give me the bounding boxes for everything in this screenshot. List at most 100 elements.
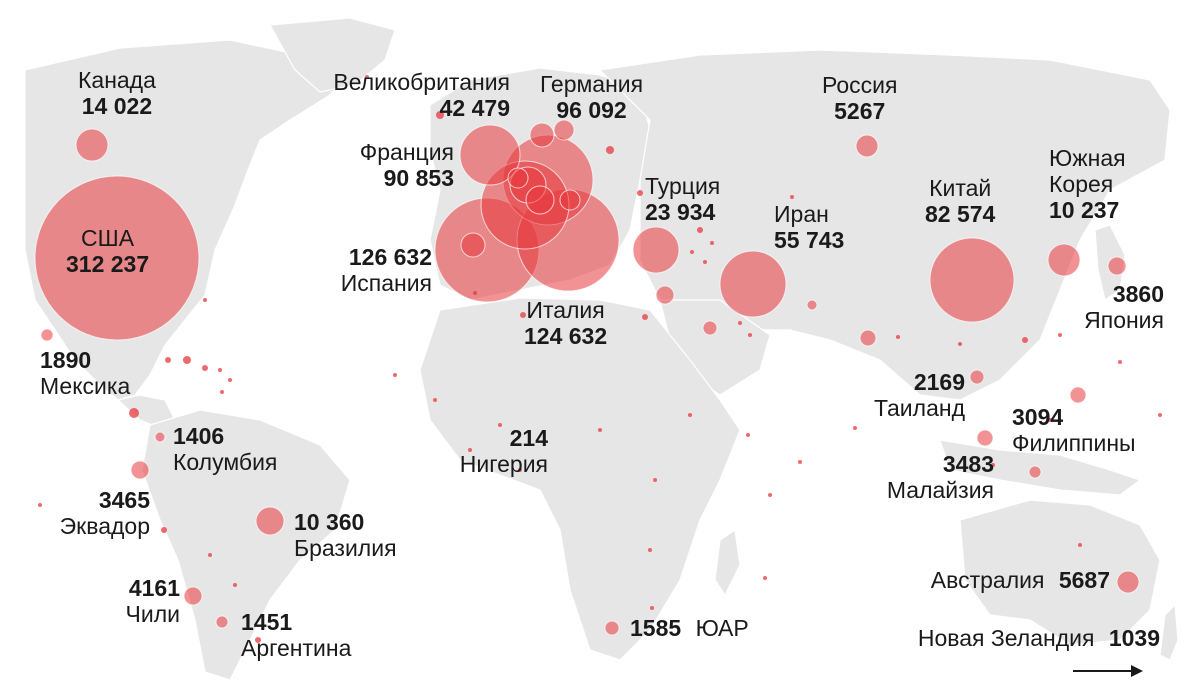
dot bbox=[637, 190, 643, 196]
dot bbox=[233, 583, 237, 587]
dot bbox=[433, 398, 437, 402]
bubble-turkey bbox=[632, 226, 680, 274]
dot bbox=[746, 433, 750, 437]
country-name: Чили bbox=[125, 600, 180, 627]
bubble-switz bbox=[525, 185, 555, 215]
land-australia bbox=[959, 499, 1161, 646]
bubble-philippines bbox=[1069, 386, 1087, 404]
label-china: Китай 82 574 bbox=[925, 175, 996, 228]
bubble-saudi bbox=[702, 320, 718, 336]
label-south-africa: 1585 ЮАР bbox=[630, 615, 749, 642]
bubble-iran bbox=[719, 250, 787, 318]
label-germany: Германия 96 092 bbox=[540, 71, 643, 124]
label-nigeria: 214 Нигерия bbox=[436, 425, 548, 478]
country-name: Италия bbox=[526, 297, 605, 323]
dot bbox=[1048, 418, 1052, 422]
label-mexico: 1890 Мексика bbox=[40, 347, 131, 400]
dot bbox=[1022, 337, 1028, 343]
country-name: США bbox=[81, 225, 135, 251]
label-colombia: 1406 Колумбия bbox=[173, 423, 278, 476]
dot bbox=[218, 368, 222, 372]
bubbles-layer bbox=[34, 119, 1140, 636]
bubble-thailand bbox=[969, 369, 985, 385]
dot bbox=[165, 357, 171, 363]
bubble-malaysia bbox=[976, 429, 994, 447]
label-italy: Италия 124 632 bbox=[524, 297, 608, 350]
case-count: 5687 bbox=[1058, 567, 1110, 593]
case-count: 90 853 bbox=[383, 164, 454, 191]
country-name: Эквадор bbox=[59, 512, 150, 539]
country-name: Новая Зеландия bbox=[917, 625, 1095, 651]
country-name: Япония bbox=[1084, 306, 1164, 333]
label-usa: США 312 237 bbox=[66, 225, 149, 278]
bubble-israel bbox=[655, 285, 675, 305]
label-iran: Иран 55 743 bbox=[774, 201, 844, 254]
case-count: 1039 bbox=[1108, 625, 1160, 651]
country-name: Франция bbox=[359, 139, 454, 165]
case-count: 124 632 bbox=[524, 322, 608, 349]
country-name: Турция bbox=[645, 173, 721, 199]
bubble-portugal bbox=[460, 232, 486, 258]
dot bbox=[468, 448, 472, 452]
country-name: Австралия bbox=[930, 567, 1045, 593]
country-name-line2: Корея bbox=[1049, 170, 1114, 197]
case-count: 2169 bbox=[913, 369, 965, 395]
case-count: 3860 bbox=[1112, 281, 1164, 307]
case-count: 3483 bbox=[942, 451, 994, 477]
label-spain: 126 632 Испания bbox=[318, 244, 432, 297]
dot bbox=[697, 227, 703, 233]
land-greenland bbox=[269, 17, 396, 93]
label-australia: Австралия 5687 bbox=[850, 567, 1110, 594]
case-count: 1890 bbox=[40, 347, 92, 373]
label-philippines: 3094 Филиппины bbox=[1012, 404, 1136, 457]
dot bbox=[1158, 413, 1162, 417]
dot bbox=[1058, 333, 1062, 337]
dot bbox=[473, 291, 477, 295]
dot bbox=[228, 378, 232, 382]
bubble-south-korea bbox=[1047, 243, 1081, 277]
case-count: 96 092 bbox=[556, 96, 627, 123]
dot bbox=[648, 548, 652, 552]
small-dots-layer bbox=[38, 75, 1162, 643]
dot bbox=[790, 195, 794, 199]
case-count: 1406 bbox=[173, 423, 225, 449]
country-name: Мексика bbox=[40, 372, 131, 399]
dot bbox=[161, 527, 167, 533]
dot bbox=[38, 503, 42, 507]
dot bbox=[650, 606, 654, 610]
bubble-ecuador bbox=[130, 460, 150, 480]
case-count: 126 632 bbox=[348, 244, 432, 270]
country-name: Колумбия bbox=[173, 448, 278, 475]
label-russia: Россия 5267 bbox=[822, 72, 898, 125]
case-count: 82 574 bbox=[925, 200, 996, 227]
dot bbox=[518, 468, 522, 472]
country-name: Иран bbox=[774, 201, 829, 227]
country-name: Филиппины bbox=[1012, 429, 1136, 456]
case-count: 42 479 bbox=[439, 94, 510, 121]
label-uk: Великобритания 42 479 bbox=[292, 69, 510, 122]
dot bbox=[896, 335, 900, 339]
dot bbox=[748, 333, 752, 337]
bubble-austria bbox=[559, 189, 581, 211]
country-name: Аргентина bbox=[241, 634, 352, 661]
dot bbox=[365, 75, 369, 79]
bubble-australia bbox=[1116, 570, 1140, 594]
dot bbox=[183, 356, 191, 364]
dot bbox=[1078, 543, 1082, 547]
case-count: 3094 bbox=[1012, 404, 1064, 430]
dot bbox=[768, 493, 772, 497]
bubble-uk bbox=[459, 124, 521, 186]
country-name: Россия bbox=[822, 72, 898, 98]
label-turkey: Турция 23 934 bbox=[645, 173, 721, 226]
bubble-india bbox=[859, 329, 877, 347]
label-japan: 3860 Япония bbox=[1070, 281, 1164, 334]
dot bbox=[958, 342, 962, 346]
land-madagascar bbox=[714, 528, 741, 597]
arrow-right-icon[interactable] bbox=[1073, 664, 1143, 678]
land-africa bbox=[419, 297, 741, 661]
country-name: Таиланд bbox=[874, 394, 965, 421]
bubble-indonesia bbox=[1028, 465, 1042, 479]
case-count: 10 237 bbox=[1049, 196, 1120, 223]
label-canada: Канада 14 022 bbox=[78, 67, 156, 120]
dot bbox=[436, 111, 444, 119]
